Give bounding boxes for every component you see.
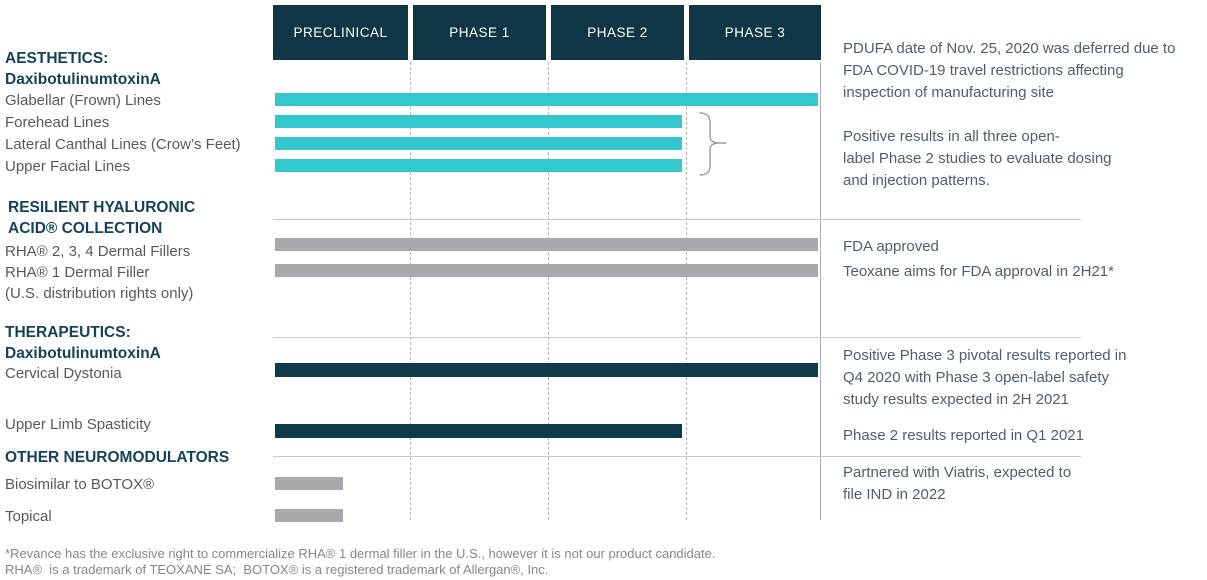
annotation-line: FDA COVID-19 travel restrictions affecti… bbox=[843, 62, 1124, 79]
annotation-line: PDUFA date of Nov. 25, 2020 was deferred… bbox=[843, 40, 1176, 57]
category-other-neuromodulators: OTHER NEUROMODULATORS bbox=[5, 449, 230, 466]
bar-cervical-dystonia bbox=[275, 363, 818, 377]
bar-upper-limb-spasticity bbox=[275, 424, 682, 438]
annotation-line: Positive results in all three open- bbox=[843, 128, 1060, 145]
bar-glabellar-frown-lines bbox=[275, 93, 818, 106]
section-divider bbox=[273, 219, 1081, 220]
annotation-line: file IND in 2022 bbox=[843, 486, 946, 503]
category-line: DaxibotulinumtoxinA bbox=[5, 71, 161, 88]
label-topical: Topical bbox=[5, 508, 52, 525]
category-rha-collection: RESILIENT HYALURONIC ACID® COLLECTION bbox=[8, 197, 195, 239]
annotation-pdufa: PDUFA date of Nov. 25, 2020 was deferred… bbox=[843, 38, 1175, 104]
stage-header-phase2: PHASE 2 bbox=[551, 5, 684, 60]
stage-boundary-dashed-line bbox=[548, 62, 549, 520]
label-biosimilar-botox: Biosimilar to BOTOX® bbox=[5, 476, 155, 493]
section-divider bbox=[273, 337, 1081, 338]
label-cervical-dystonia: Cervical Dystonia bbox=[5, 365, 122, 382]
bar-lateral-canthal-lines bbox=[275, 137, 682, 150]
section-divider bbox=[273, 456, 1081, 457]
stage-boundary-dashed-line bbox=[686, 62, 687, 520]
stage-boundary-dashed-line bbox=[410, 62, 411, 520]
label-lateral-canthal: Lateral Canthal Lines (Crow’s Feet) bbox=[5, 136, 241, 153]
bar-forehead-lines bbox=[275, 115, 682, 128]
annotation-line: and injection patterns. bbox=[843, 172, 990, 189]
annotation-line: label Phase 2 studies to evaluate dosing bbox=[843, 150, 1112, 167]
label-upper-facial: Upper Facial Lines bbox=[5, 158, 131, 175]
bar-rha-2-3-4-dermal-fillers bbox=[275, 238, 818, 251]
label-glabellar-lines: Glabellar (Frown) Lines bbox=[5, 92, 161, 109]
bar-upper-facial-lines bbox=[275, 159, 682, 172]
annotation-line: Teoxane aims for FDA approval in 2H21* bbox=[843, 263, 1114, 280]
category-line: THERAPEUTICS: bbox=[5, 324, 131, 341]
footnote-2: RHA® is a trademark of TEOXANE SA; BOTOX… bbox=[5, 562, 549, 577]
category-aesthetics: AESTHETICS: DaxibotulinumtoxinA bbox=[5, 48, 161, 90]
annotation-phase2-reported: Phase 2 results reported in Q1 2021 bbox=[843, 425, 1084, 447]
annotation-line: Positive Phase 3 pivotal results reporte… bbox=[843, 347, 1127, 364]
stage-header-preclinical: PRECLINICAL bbox=[273, 5, 408, 60]
annotation-line: Partnered with Viatris, expected to bbox=[843, 464, 1072, 481]
annotation-line: Q4 2020 with Phase 3 open-label safety bbox=[843, 369, 1110, 386]
label-rha-234-fillers: RHA® 2, 3, 4 Dermal Fillers bbox=[5, 243, 191, 260]
category-therapeutics: THERAPEUTICS: DaxibotulinumtoxinA bbox=[5, 322, 161, 364]
bar-topical bbox=[275, 509, 343, 522]
label-upper-limb-spasticity: Upper Limb Spasticity bbox=[5, 416, 151, 433]
category-line: RESILIENT HYALURONIC bbox=[8, 199, 196, 216]
annotation-line: FDA approved bbox=[843, 238, 939, 255]
label-forehead-lines: Forehead Lines bbox=[5, 114, 110, 131]
category-line: DaxibotulinumtoxinA bbox=[5, 345, 161, 362]
annotation-line: inspection of manufacturing site bbox=[843, 84, 1054, 101]
annotation-viatris: Partnered with Viatris, expected to file… bbox=[843, 462, 1071, 506]
bar-biosimilar-to-botox bbox=[275, 477, 343, 490]
annotation-line: study results expected in 2H 2021 bbox=[843, 391, 1069, 408]
label-rha-1-filler: RHA® 1 Dermal Filler bbox=[5, 264, 150, 281]
stage-header-phase1: PHASE 1 bbox=[413, 5, 546, 60]
label-us-rights-note: (U.S. distribution rights only) bbox=[5, 285, 194, 302]
annotation-separator-line bbox=[820, 62, 821, 520]
stage-header-phase3: PHASE 3 bbox=[689, 5, 821, 60]
bar-rha-1-dermal-filler bbox=[275, 264, 818, 277]
annotation-phase2-results: Positive results in all three open- labe… bbox=[843, 126, 1112, 192]
annotation-phase3-pivotal: Positive Phase 3 pivotal results reporte… bbox=[843, 345, 1126, 411]
annotation-fda-approved: FDA approved Teoxane aims for FDA approv… bbox=[843, 234, 1114, 284]
category-line: AESTHETICS: bbox=[5, 50, 109, 67]
category-line: ACID® COLLECTION bbox=[8, 220, 163, 237]
group-brace-icon bbox=[699, 112, 727, 176]
footnote-1: *Revance has the exclusive right to comm… bbox=[5, 546, 716, 561]
annotation-line: Phase 2 results reported in Q1 2021 bbox=[843, 427, 1084, 444]
